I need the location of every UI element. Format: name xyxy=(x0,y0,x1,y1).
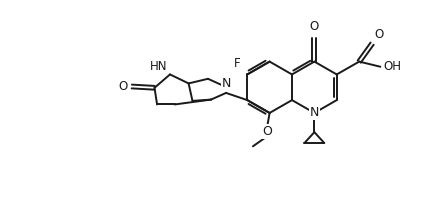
Text: O: O xyxy=(262,125,272,138)
Text: N: N xyxy=(310,106,319,119)
Text: F: F xyxy=(234,57,241,70)
Text: O: O xyxy=(118,80,128,93)
Text: O: O xyxy=(374,28,383,41)
Text: N: N xyxy=(221,77,231,90)
Text: O: O xyxy=(310,20,319,33)
Text: OH: OH xyxy=(383,60,401,73)
Text: HN: HN xyxy=(150,60,168,73)
